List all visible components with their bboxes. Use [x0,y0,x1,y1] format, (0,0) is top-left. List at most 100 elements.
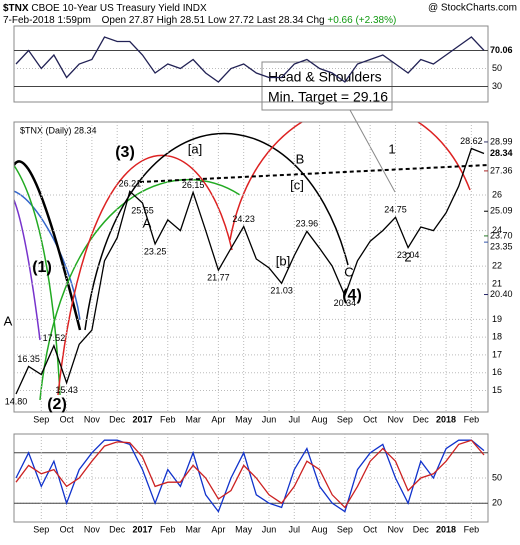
x-tick-label: Jul [289,524,301,534]
callout-pointer [349,109,396,193]
x-tick-label: May [235,524,253,534]
x-tick-label: Nov [84,524,101,534]
x-tick-label: 2017 [132,524,152,534]
wave-label: (3) [115,144,135,161]
data-label: 14.80 [5,396,28,406]
x-tick-label: Feb [160,414,176,424]
series-line [15,36,485,83]
y-tick-label: 22 [492,260,502,270]
x-tick-label: Aug [312,524,328,534]
cycle-arc [14,160,82,331]
quote: Open 27.87 High 28.51 Low 27.72 Last 28.… [102,15,325,26]
wave-label: A [4,313,13,328]
level-label: 27.36 [490,165,513,175]
level-label: 23.70 [490,230,513,240]
x-tick-label: Sep [33,414,49,424]
level-label: 25.09 [490,206,513,216]
x-tick-label: 2018 [436,414,456,424]
x-tick-label: Sep [337,524,353,534]
data-label: 24.23 [232,214,255,224]
x-tick-label: Nov [387,414,404,424]
x-tick-label: Oct [363,524,378,534]
data-label: 25.55 [131,205,154,215]
x-tick-label: Nov [387,524,404,534]
x-tick-label: Feb [464,414,480,424]
x-tick-label: Jun [262,414,277,424]
callout-text: Min. Target = 29.16 [268,89,388,105]
x-tick-label: Jun [262,524,277,534]
wave-label: C [344,264,353,279]
y-tick-label: 30 [492,81,502,91]
data-label: 15.43 [55,385,78,395]
y-tick-label: 15 [492,385,502,395]
y-tick-label: 26 [492,189,502,199]
data-label: 23.04 [397,250,420,260]
wave-label: (2) [47,396,67,413]
x-tick-label: Dec [109,524,126,534]
data-label: 24.75 [384,205,407,215]
y-tick-label: 21 [492,278,502,288]
y-tick-label: 24 [492,225,502,235]
x-tick-label: Apr [211,524,225,534]
series-line [15,439,485,509]
x-tick-label: Nov [84,414,101,424]
x-tick-label: 2017 [132,414,152,424]
x-tick-label: 2018 [436,524,456,534]
data-label: 16.35 [17,354,40,364]
x-tick-label: Jul [289,414,301,424]
last-value-label: 28.34 [490,148,513,158]
y-tick-label: 16 [492,367,502,377]
level-label: 23.35 [490,241,513,251]
x-tick-label: Feb [160,524,176,534]
neckline [139,164,488,183]
series-line [15,439,485,513]
wave-label: [b] [276,253,290,268]
x-tick-label: Mar [185,524,201,534]
y-tick-label: 50 [492,63,502,73]
cycle-arc [57,154,233,396]
date: 7-Feb-2018 1:59pm [3,15,91,26]
data-label: 26.15 [182,180,205,190]
y-tick-label: 19 [492,314,502,324]
data-label: 26.21 [119,179,142,189]
wave-label: B [296,151,305,166]
last-value-label: 70.06 [490,45,513,55]
wave-label: A [143,215,152,230]
x-tick-label: Aug [312,414,328,424]
y-tick-label: 17 [492,349,502,359]
header-line: $TNX CBOE 10-Year US Treasury Yield INDX [3,3,207,14]
panel-frame [13,25,489,103]
level-label: 20.40 [490,289,513,299]
x-tick-label: Apr [211,414,225,424]
data-label: 23.96 [296,219,319,229]
credit: @ StockCharts.com [428,3,517,14]
wave-label: [a] [188,141,202,156]
symbol: $TNX [3,3,29,14]
x-tick-label: Dec [413,414,430,424]
x-tick-label: Oct [363,414,378,424]
data-label: 21.03 [270,286,293,296]
wave-label: 1 [388,141,395,156]
x-tick-label: May [235,414,253,424]
data-label: 23.25 [144,246,167,256]
wave-label: (4) [342,287,362,304]
x-tick-label: Oct [60,414,75,424]
wave-label: 2 [404,249,411,264]
cycle-arc [14,198,41,341]
callout-text: Head & Shoulders [268,69,382,85]
data-label: 28.62 [460,136,483,146]
cycle-arc [229,122,471,241]
x-tick-label: Dec [413,524,430,534]
data-label: 20.34 [334,298,357,308]
x-tick-label: Mar [185,414,201,424]
instrument-name: CBOE 10-Year US Treasury Yield [31,3,180,14]
price-legend: $TNX (Daily) 28.34 [20,125,97,135]
cycle-arc [84,132,349,331]
y-tick-label: 50 [492,472,502,482]
exchange: INDX [183,3,207,14]
data-label: 21.77 [207,273,230,283]
wave-label: [c] [290,177,304,192]
y-tick-label: 20 [492,498,502,508]
x-tick-label: Dec [109,414,126,424]
